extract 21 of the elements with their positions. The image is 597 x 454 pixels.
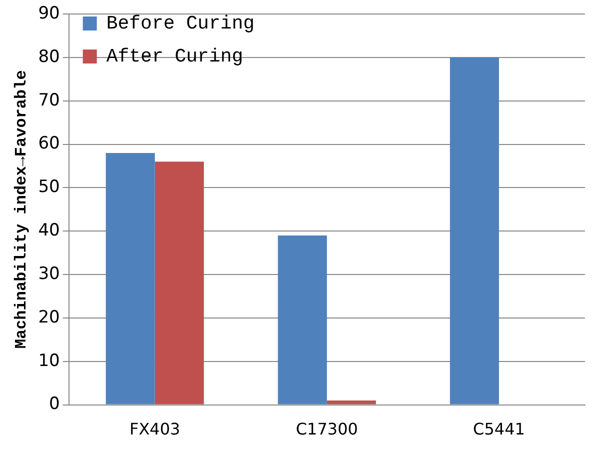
y-tick-label: 90: [38, 3, 60, 24]
bar: [450, 57, 499, 404]
bar: [106, 152, 155, 404]
y-tick-label: 30: [38, 264, 60, 284]
y-tick-label: 70: [38, 90, 60, 110]
y-tick-label: 50: [38, 177, 60, 198]
bar: [154, 162, 204, 404]
legend-label: After Curing: [106, 46, 244, 68]
y-tick-label: 80: [38, 46, 60, 67]
x-tick-label: C5441: [473, 420, 525, 439]
legend-label: Before Curing: [106, 12, 255, 35]
y-axis-title: Machinability index→Favorable: [12, 70, 31, 349]
y-tick-label: 40: [38, 220, 60, 241]
x-tick-label: FX403: [130, 420, 180, 439]
x-tick-label: C17300: [296, 420, 358, 439]
y-tick-label: 0: [49, 394, 60, 414]
bar: [326, 400, 376, 404]
y-tick-label: 20: [38, 307, 60, 328]
y-tick-label: 10: [38, 350, 60, 371]
bar: [278, 235, 327, 404]
y-tick-label: 60: [38, 134, 60, 154]
